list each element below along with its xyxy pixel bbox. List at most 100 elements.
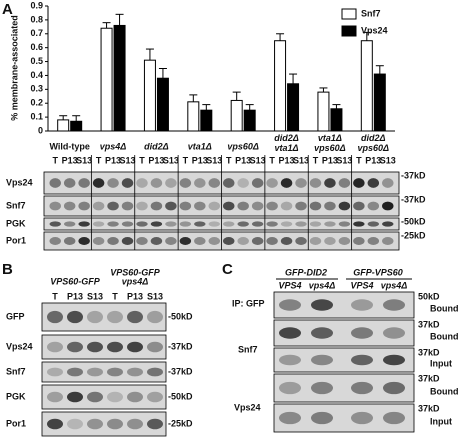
blot-band <box>324 178 336 188</box>
bar <box>243 109 256 132</box>
blot-band <box>147 341 163 353</box>
blot-band <box>179 237 192 245</box>
blot-band <box>78 178 90 188</box>
blot-band <box>311 411 333 425</box>
fraction-label: Bound <box>430 386 459 396</box>
blot-band <box>194 221 206 227</box>
marker-label: -37kD <box>168 366 193 376</box>
blot-band <box>87 341 103 353</box>
x-tick-label: vps60Δ <box>227 141 259 151</box>
blot-band <box>67 418 83 430</box>
y-tick-label: 0 <box>38 125 43 135</box>
blot-band <box>279 299 301 311</box>
strain-label: VPS60-GFP <box>50 276 101 286</box>
row-label: Por1 <box>6 418 26 428</box>
blot-band <box>165 221 177 227</box>
blot-band <box>266 237 278 245</box>
blot-band <box>92 221 105 227</box>
blot-band <box>311 327 333 339</box>
marker-label: 37kD <box>418 319 440 329</box>
blot-band <box>107 201 119 211</box>
x-tick-label: vta1Δ vps60Δ <box>314 133 346 153</box>
lane-label: S13 <box>336 155 352 165</box>
legend-label: Vps24 <box>361 25 388 35</box>
blot-band <box>208 201 220 211</box>
lane-label: T <box>52 291 58 301</box>
blot-band <box>208 178 220 188</box>
legend-swatch <box>341 8 357 20</box>
blot-band <box>63 178 76 188</box>
blot-band <box>353 178 365 188</box>
blot <box>41 384 167 410</box>
x-tick-label: vta1Δ <box>188 141 212 151</box>
blot-band <box>87 391 103 403</box>
lane-label: T <box>96 155 102 165</box>
blot-band <box>150 178 163 188</box>
blot-band <box>383 411 405 425</box>
blot-band <box>351 411 373 425</box>
blot-band <box>47 310 63 324</box>
blot-band <box>309 221 322 227</box>
x-tick-label: Wild-type <box>49 141 89 151</box>
blot-band <box>351 381 373 395</box>
strain-label: vps4Δ <box>309 280 336 290</box>
blot-band <box>382 201 394 211</box>
blot-band <box>136 221 148 227</box>
blot-band <box>311 354 333 366</box>
blot-band <box>87 367 103 377</box>
blot-band <box>147 310 163 324</box>
blot-band <box>351 299 373 311</box>
fraction-label: Input <box>430 416 452 426</box>
blot-band <box>367 221 380 227</box>
blot-band <box>150 201 163 211</box>
blot-band <box>383 354 405 366</box>
blot-band <box>223 237 235 245</box>
marker-label: 50kD <box>418 291 440 301</box>
blot-band <box>179 178 192 188</box>
blot-band <box>147 391 163 403</box>
marker-label: -37kD <box>168 341 193 351</box>
blot-band <box>338 178 351 188</box>
marker-label: -25kD <box>168 418 193 428</box>
strain-label: vps4Δ <box>122 276 149 286</box>
blot-band <box>107 310 123 324</box>
blot-band <box>351 327 373 339</box>
x-tick-label: did2Δ <box>144 141 169 151</box>
blot-band <box>49 178 61 188</box>
row-label: PGK <box>6 218 26 228</box>
blot-band <box>367 237 380 245</box>
blot-band <box>338 201 351 211</box>
blot-band <box>127 391 143 403</box>
blot-band <box>194 201 206 211</box>
bar <box>100 27 113 132</box>
blot-band <box>87 418 103 430</box>
blot-band <box>311 381 333 395</box>
bar <box>143 59 156 132</box>
blot-band <box>237 237 249 245</box>
lane-label: P13 <box>365 155 381 165</box>
lane-label: S13 <box>87 291 103 301</box>
blot-band <box>67 341 83 353</box>
marker-label: -25kD <box>401 230 426 240</box>
bar <box>200 109 213 132</box>
blot-band <box>49 221 61 227</box>
blot-band <box>279 354 301 366</box>
legend-label: Snf7 <box>361 8 381 18</box>
bar <box>287 83 300 132</box>
blot-band <box>279 327 301 339</box>
blot-band <box>353 221 365 227</box>
lane-label: P13 <box>148 155 164 165</box>
lane-label: T <box>112 291 118 301</box>
blot-band <box>92 237 105 245</box>
lane-label: T <box>139 155 145 165</box>
blot-band <box>47 341 63 353</box>
blot-band <box>136 201 148 211</box>
blot-band <box>63 221 76 227</box>
blot-band <box>338 221 351 227</box>
blot-band <box>87 310 103 324</box>
blot-band <box>194 237 206 245</box>
y-tick-label: 0.5 <box>30 56 43 66</box>
blot-band <box>67 310 83 324</box>
blot-band <box>295 178 307 188</box>
